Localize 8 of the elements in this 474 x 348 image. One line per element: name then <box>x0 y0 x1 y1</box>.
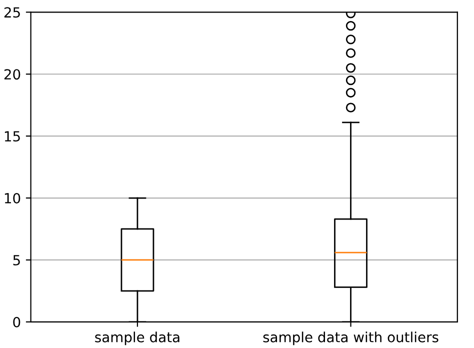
y-tick-label: 5 <box>13 255 20 266</box>
y-tick-label: 0 <box>13 316 20 328</box>
y-tick-label: 20 <box>4 69 20 80</box>
y-tick-label: 10 <box>4 192 20 204</box>
y-tick-label: 25 <box>4 7 20 18</box>
x-tick-label: sample data with outliers <box>263 332 438 346</box>
y-tick-label: 15 <box>4 131 20 142</box>
x-tick-label: sample data <box>95 332 180 346</box>
